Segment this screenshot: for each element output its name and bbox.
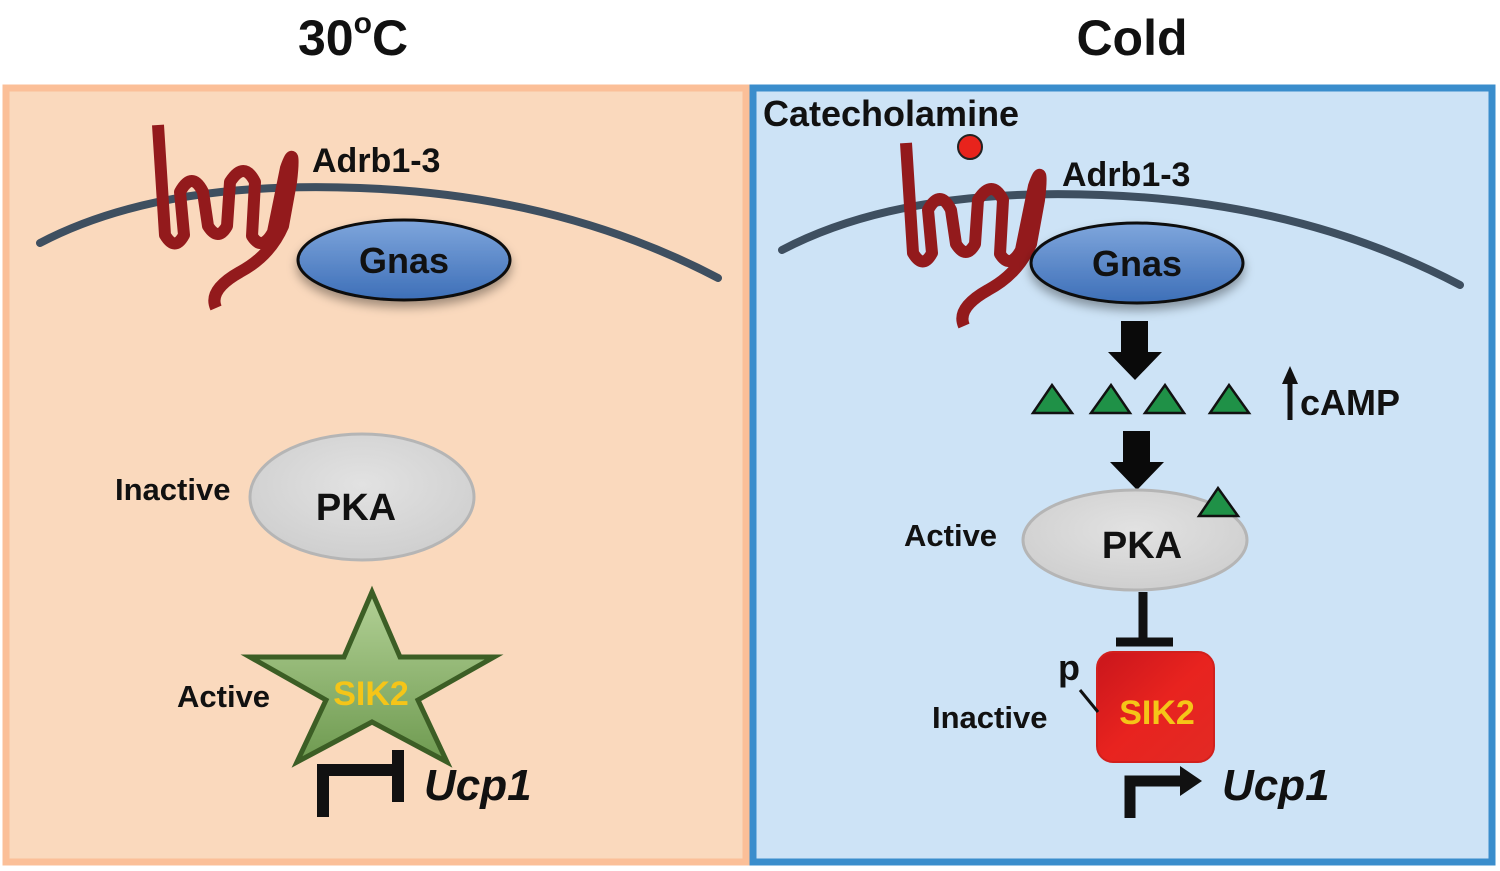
blocked-promoter-icon	[317, 750, 404, 817]
receptor-label: Adrb1-3	[1062, 156, 1190, 194]
increase-arrow-icon	[1282, 366, 1298, 420]
active-promoter-arrow-icon	[1124, 766, 1202, 818]
gnas-ellipse	[296, 218, 512, 302]
camp-triangle-icon	[1207, 382, 1252, 415]
gnas-ellipse	[1029, 221, 1245, 305]
title-30c: 30oC	[298, 7, 408, 66]
pka-state-label: Active	[904, 518, 997, 553]
catecholamine-ligand-icon	[957, 134, 983, 160]
ucp1-gene-label: Ucp1	[424, 761, 532, 810]
pka-ellipse	[1021, 488, 1249, 592]
ucp1-gene-label: Ucp1	[1222, 761, 1330, 810]
pka-label: PKA	[1102, 525, 1182, 567]
camp-triangle-icon	[1030, 382, 1075, 415]
pka-label: PKA	[316, 487, 396, 529]
pka-state-label: Inactive	[115, 472, 230, 507]
pka-ellipse	[248, 432, 476, 562]
camp-triangle-icon	[1142, 382, 1187, 415]
camp-molecules	[1030, 382, 1252, 415]
camp-bound-triangle-icon	[1196, 485, 1241, 518]
receptor-label: Adrb1-3	[312, 142, 440, 180]
sik2-star	[240, 585, 504, 768]
sik2-state-label: Inactive	[932, 700, 1047, 735]
phospho-bond	[1078, 689, 1100, 713]
panel-cold: Catecholamine Adrb1-3 Gnas cAMP PKA Acti…	[749, 84, 1496, 866]
down-arrow-icon	[1110, 431, 1164, 490]
sik2-label: SIK2	[333, 675, 409, 713]
phospho-label: p	[1058, 647, 1080, 688]
gnas-label: Gnas	[1092, 243, 1182, 284]
receptor-icon	[900, 142, 1047, 329]
sik2-state-label: Active	[177, 679, 270, 714]
cell-membrane	[778, 190, 1464, 289]
catecholamine-label: Catecholamine	[763, 93, 1019, 134]
camp-triangle-icon	[1088, 382, 1133, 415]
sik2-label: SIK2	[1119, 694, 1195, 732]
sik2-box	[1096, 651, 1215, 763]
gnas-label: Gnas	[359, 240, 449, 281]
panel-30c: Adrb1-3 Gnas PKA Inactive SIK2 Active Uc…	[2, 84, 750, 866]
title-cold: Cold	[1076, 10, 1187, 66]
camp-label: cAMP	[1300, 382, 1400, 423]
down-arrow-icon	[1108, 321, 1162, 380]
inhibition-icon	[1116, 592, 1173, 647]
receptor-icon	[152, 124, 299, 311]
cell-membrane	[36, 183, 722, 282]
